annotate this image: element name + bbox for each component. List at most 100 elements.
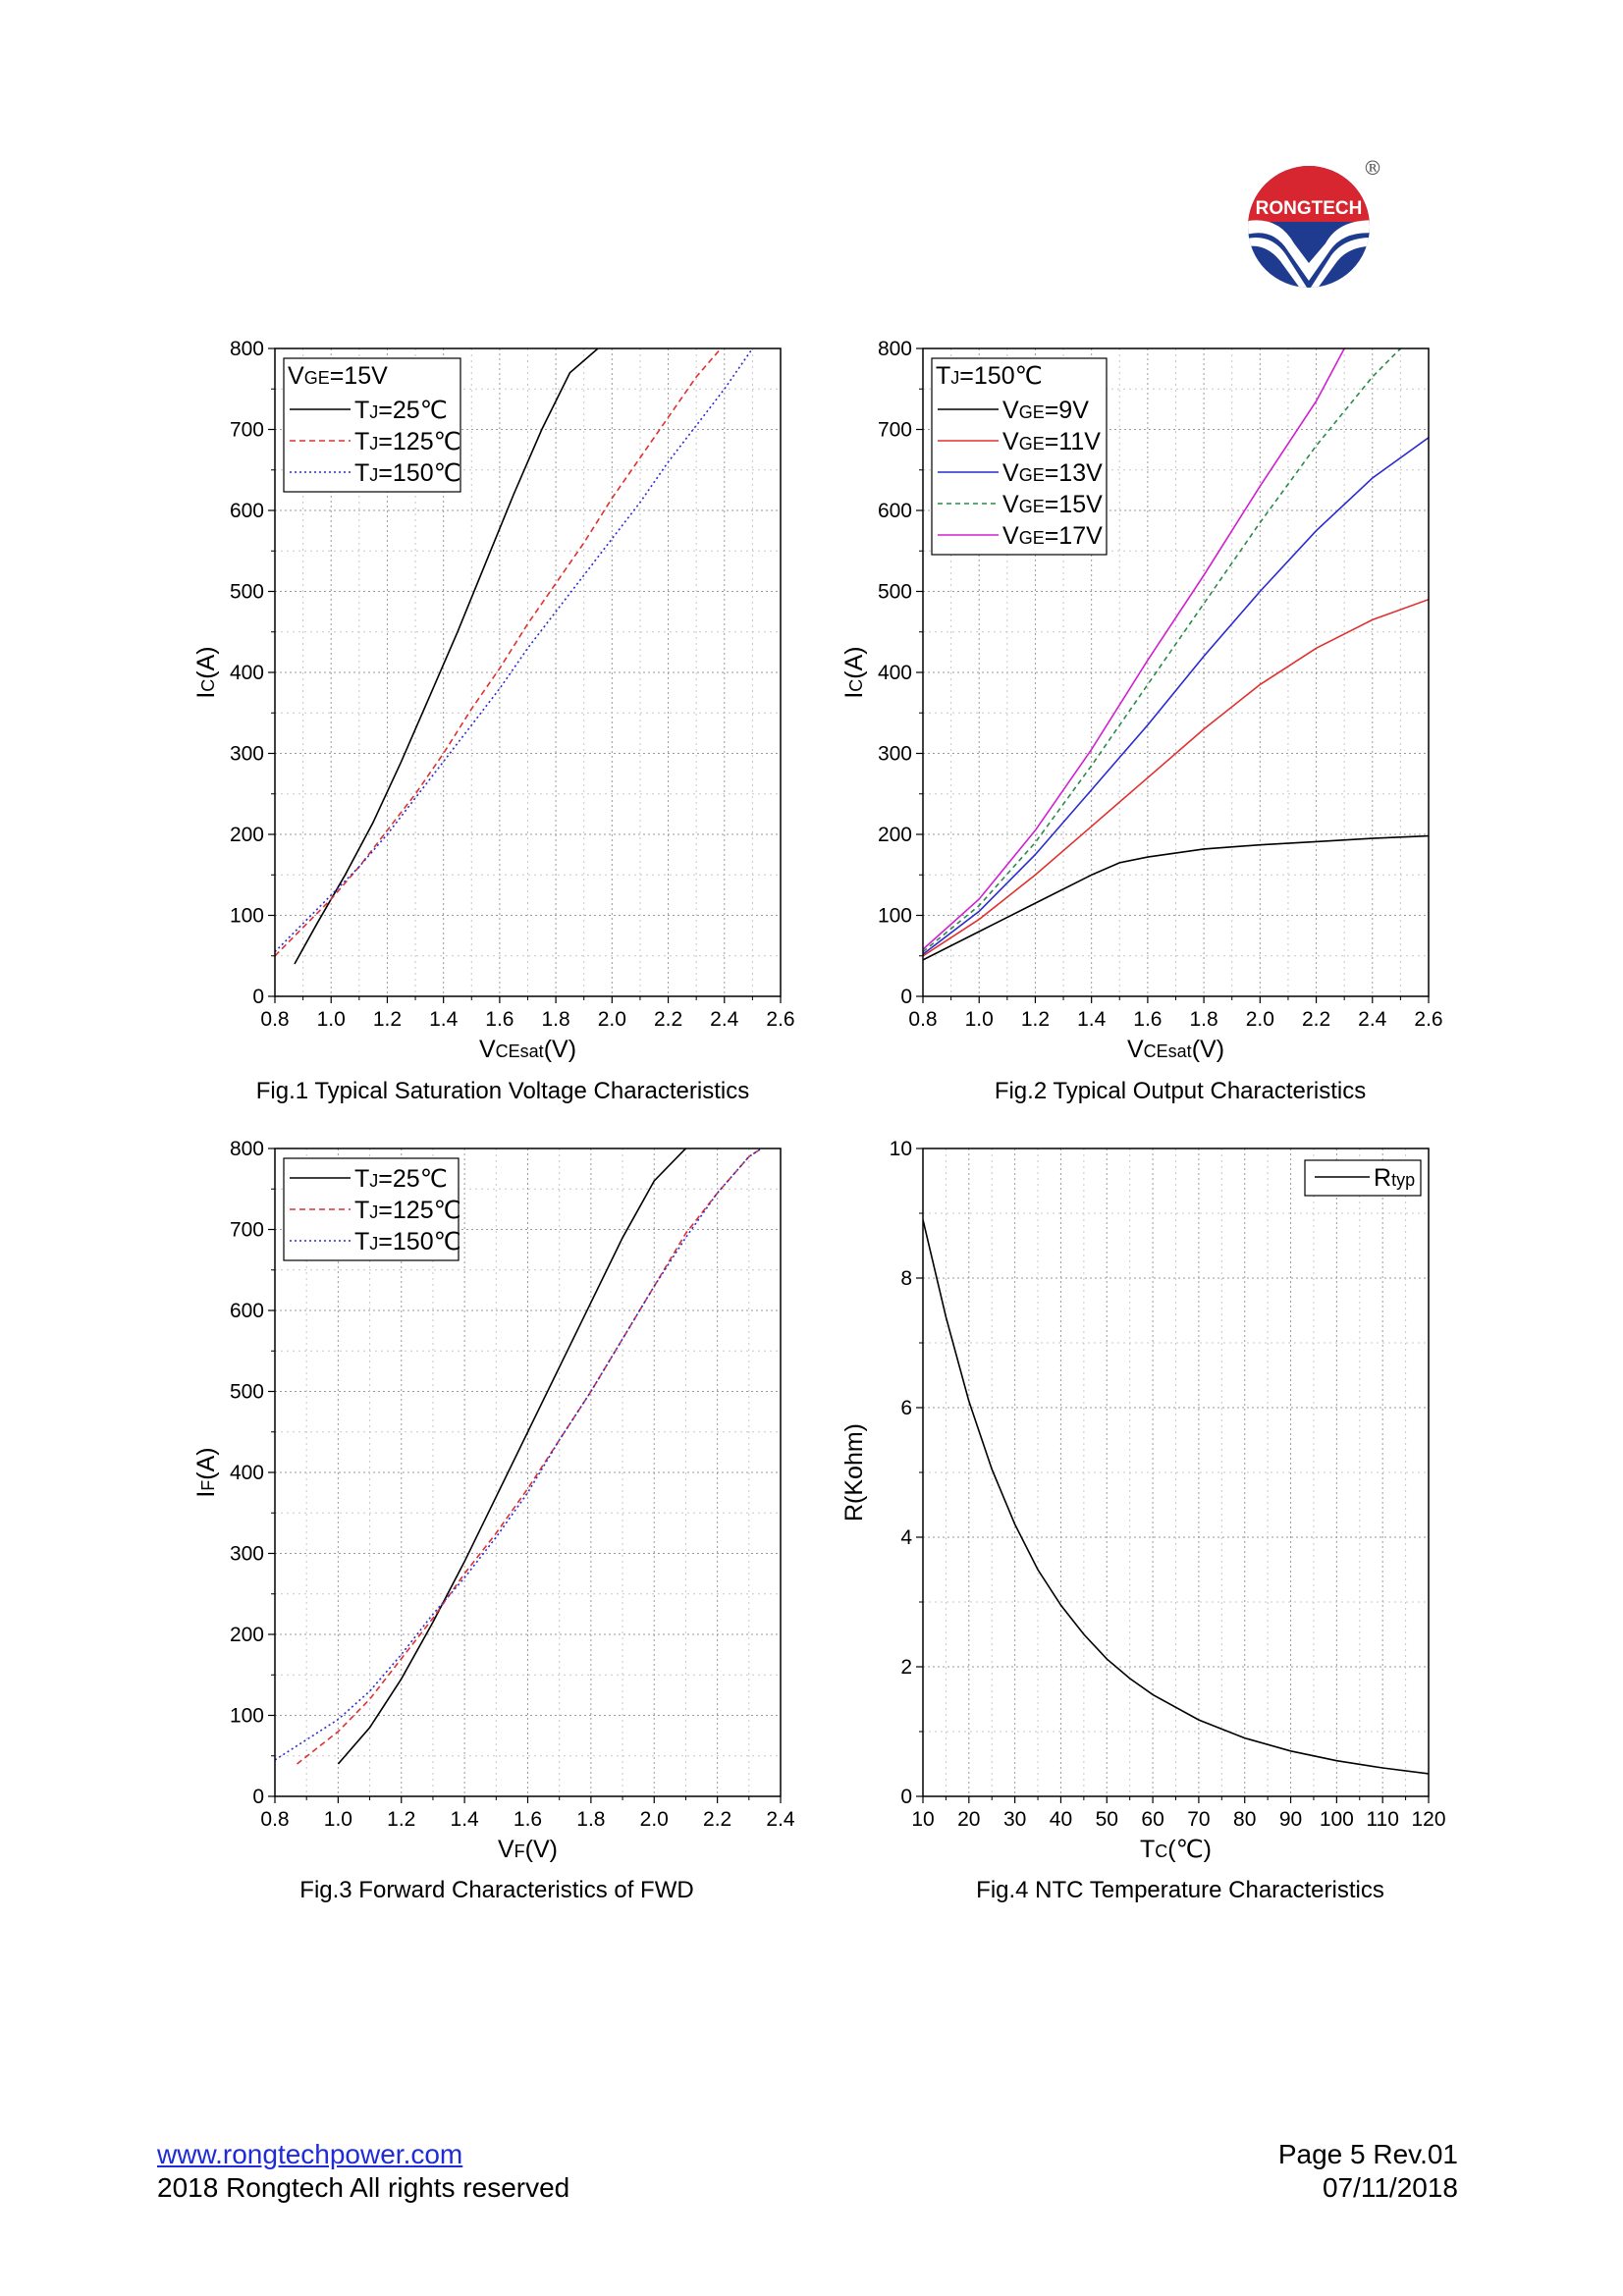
legend-label: Rtyp — [1374, 1164, 1415, 1192]
y-tick-label: 700 — [878, 419, 912, 442]
website-link[interactable]: www.rongtechpower.com — [157, 2139, 463, 2169]
legend-label: TJ=150℃ — [354, 1228, 461, 1255]
legend-label: TJ=25℃ — [354, 397, 448, 424]
y-tick-label: 800 — [230, 338, 264, 360]
y-axis-title: IF(A) — [192, 1447, 220, 1497]
series-group — [275, 348, 754, 965]
series-group — [275, 1148, 763, 1765]
fig3-caption: Fig.3 Forward Characteristics of FWD — [299, 1877, 694, 1903]
legend-label: VGE=17V — [1002, 522, 1103, 550]
y-tick-label: 400 — [878, 662, 912, 684]
legend-box — [283, 357, 461, 493]
x-tick-label: 2.2 — [1302, 1008, 1330, 1031]
x-tick-label: 120 — [1411, 1808, 1445, 1831]
y-tick-label: 600 — [230, 500, 264, 522]
y-tick-label: 200 — [230, 824, 264, 846]
y-tick-label: 0 — [900, 1786, 912, 1808]
x-tick-label: 30 — [1003, 1808, 1026, 1831]
y-tick-label: 0 — [900, 986, 912, 1008]
fig4-caption: Fig.4 NTC Temperature Characteristics — [976, 1877, 1384, 1903]
x-tick-label: 1.2 — [373, 1008, 402, 1031]
x-tick-label: 10 — [911, 1808, 934, 1831]
x-tick-label: 1.8 — [1190, 1008, 1218, 1031]
y-tick-label: 6 — [900, 1397, 912, 1419]
copyright-text: 2018 Rongtech All rights reserved — [157, 2172, 570, 2203]
y-tick-label: 800 — [878, 338, 912, 360]
x-tick-label: 2.4 — [766, 1808, 795, 1831]
x-tick-label: 90 — [1279, 1808, 1302, 1831]
y-tick-label: 100 — [878, 905, 912, 928]
x-tick-label: 2.0 — [1246, 1008, 1274, 1031]
y-tick-label: 700 — [230, 1219, 264, 1242]
x-tick-label: 2.6 — [1414, 1008, 1442, 1031]
series-line-3 — [275, 1148, 763, 1761]
chart-saturation-voltage: 0.8 1.0 1.2 1.4 1.6 1.8 2.0 2.2 2.4 2.6 0 100 200 300… — [192, 338, 795, 1063]
legend-header: VGE=15V — [288, 362, 388, 390]
y-tick-label: 300 — [230, 1543, 264, 1566]
legend: TJ=150℃ VGE=9V VGE=11V VGE=13V VGE=15V VGE=17… — [931, 357, 1108, 556]
x-tick-label: 1.6 — [485, 1008, 514, 1031]
y-tick-label: 0 — [252, 986, 264, 1008]
y-tick-label: 400 — [230, 1462, 264, 1484]
series-line-1 — [337, 1148, 686, 1765]
series-line-3 — [275, 348, 754, 953]
x-tick-label: 1.4 — [1077, 1008, 1107, 1031]
x-tick-label: 50 — [1096, 1808, 1118, 1831]
footer-right: Page 5 Rev.01 07/11/2018 — [1278, 2138, 1458, 2205]
series-group — [923, 1219, 1429, 1775]
x-tick-label: 0.8 — [260, 1808, 289, 1831]
legend-box — [931, 357, 1108, 556]
x-tick-label: 70 — [1187, 1808, 1210, 1831]
chart-ntc-temperature: 10 20 30 40 50 60 70 80 90 100 110 120 0 2 4 6 8 10 TC(℃) R… — [840, 1138, 1446, 1863]
legend-label: VGE=13V — [1002, 459, 1103, 487]
legend-label: TJ=125℃ — [354, 428, 461, 455]
y-tick-label: 600 — [230, 1300, 264, 1322]
series-line-1 — [923, 834, 1429, 961]
x-tick-label: 0.8 — [260, 1008, 289, 1031]
x-tick-label: 20 — [957, 1808, 980, 1831]
y-tick-label: 800 — [230, 1138, 264, 1160]
y-tick-label: 500 — [230, 1381, 264, 1404]
legend-label: TJ=25℃ — [354, 1165, 448, 1193]
x-tick-label: 60 — [1141, 1808, 1163, 1831]
x-tick-label: 1.8 — [576, 1808, 605, 1831]
page-number: Page 5 Rev.01 — [1277, 2139, 1458, 2169]
legend-label: TJ=150℃ — [354, 459, 461, 487]
x-tick-label: 2.0 — [598, 1008, 626, 1031]
x-tick-label: 1.0 — [324, 1808, 352, 1831]
y-axis-title: IC(A) — [840, 646, 868, 698]
series-line-4 — [923, 348, 1401, 953]
chart-forward-characteristics: 0.8 1.0 1.2 1.4 1.6 1.8 2.0 2.2 2.4 0 100 200 300 400… — [192, 1138, 795, 1863]
x-axis-title: VCEsat(V) — [479, 1036, 576, 1063]
x-tick-label: 2.2 — [654, 1008, 682, 1031]
y-tick-label: 100 — [230, 905, 264, 928]
legend-box — [1304, 1159, 1422, 1197]
x-tick-label: 100 — [1320, 1808, 1354, 1831]
x-tick-label: 1.8 — [542, 1008, 570, 1031]
y-tick-label: 400 — [230, 662, 264, 684]
series-line-2 — [297, 1148, 763, 1765]
x-tick-label: 1.6 — [514, 1808, 542, 1831]
series-line-1 — [294, 348, 599, 965]
x-tick-label: 2.2 — [703, 1808, 731, 1831]
legend: TJ=25℃ TJ=125℃ TJ=150℃ — [283, 1157, 461, 1261]
series-line-1 — [923, 1219, 1429, 1775]
legend: Rtyp — [1304, 1159, 1422, 1197]
y-tick-label: 0 — [252, 1786, 264, 1808]
y-tick-label: 8 — [900, 1267, 912, 1290]
x-axis-title: TC(℃) — [1140, 1836, 1212, 1863]
legend-label: VGE=15V — [1002, 491, 1103, 518]
footer-left: www.rongtechpower.com 2018 Rongtech All … — [157, 2138, 569, 2205]
x-tick-label: 1.2 — [1021, 1008, 1050, 1031]
x-tick-label: 2.0 — [640, 1808, 669, 1831]
x-tick-label: 1.2 — [387, 1808, 415, 1831]
fig1-caption: Fig.1 Typical Saturation Voltage Charact… — [255, 1078, 750, 1104]
chart-output-characteristics: 0.8 1.0 1.2 1.4 1.6 1.8 2.0 2.2 2.4 2.6 0 100 200 300… — [840, 338, 1443, 1063]
x-tick-label: 80 — [1233, 1808, 1256, 1831]
legend: VGE=15V TJ=25℃ TJ=125℃ TJ=150℃ — [283, 357, 461, 493]
y-tick-label: 700 — [230, 419, 264, 442]
x-tick-label: 110 — [1366, 1808, 1398, 1831]
legend-label: TJ=125℃ — [354, 1197, 461, 1224]
legend-label: VGE=9V — [1002, 397, 1089, 424]
y-tick-label: 100 — [230, 1705, 264, 1728]
